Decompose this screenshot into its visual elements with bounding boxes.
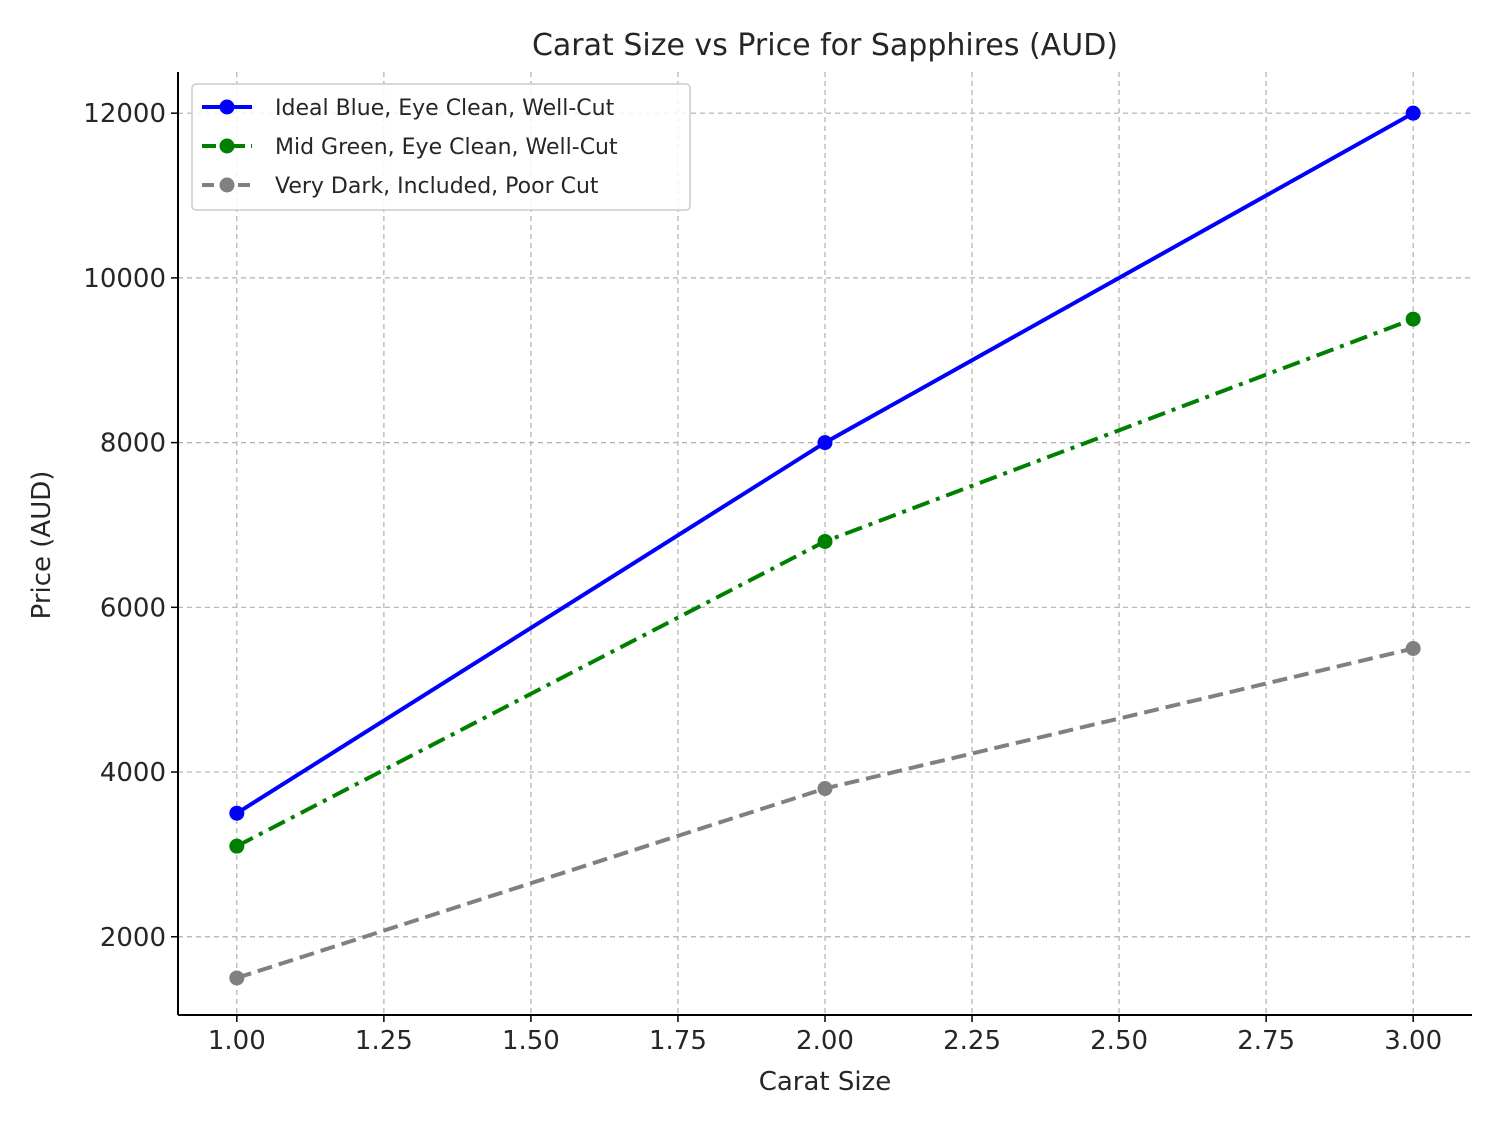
- data-point: [817, 781, 833, 797]
- y-tick-label: 12000: [83, 99, 166, 129]
- legend-label: Very Dark, Included, Poor Cut: [275, 174, 599, 199]
- data-point: [1405, 311, 1421, 327]
- grid-lines: [178, 72, 1472, 1015]
- data-point: [229, 805, 245, 821]
- legend: Ideal Blue, Eye Clean, Well-Cut Mid Green…: [191, 83, 691, 211]
- legend-swatch-marker: [219, 99, 235, 115]
- x-tick-label: 2.50: [1090, 1026, 1148, 1056]
- series-layer: [229, 105, 1421, 986]
- chart-title: Carat Size vs Price for Sapphires (AUD): [532, 28, 1118, 63]
- legend-item: Mid Green, Eye Clean, Well-Cut: [202, 135, 618, 160]
- y-tick-label: 6000: [100, 593, 166, 623]
- y-tick-label: 2000: [100, 923, 166, 953]
- series-2: [229, 311, 1421, 854]
- legend-item: Ideal Blue, Eye Clean, Well-Cut: [202, 96, 615, 121]
- x-tick-label: 1.75: [649, 1026, 707, 1056]
- y-tick-label: 4000: [100, 758, 166, 788]
- y-tick-label: 10000: [83, 264, 166, 294]
- x-axis-label: Carat Size: [759, 1067, 892, 1097]
- data-point: [229, 838, 245, 854]
- legend-label: Mid Green, Eye Clean, Well-Cut: [275, 135, 618, 160]
- x-tick-label: 1.50: [502, 1026, 560, 1056]
- x-tick-label: 2.25: [943, 1026, 1001, 1056]
- data-point: [1405, 641, 1421, 657]
- data-point: [229, 970, 245, 986]
- x-tick-label: 2.00: [796, 1026, 854, 1056]
- data-point: [817, 435, 833, 451]
- x-tick-label: 2.75: [1237, 1026, 1295, 1056]
- legend-label: Ideal Blue, Eye Clean, Well-Cut: [275, 96, 615, 121]
- y-tick-label: 8000: [100, 429, 166, 459]
- legend-swatch-marker: [219, 138, 235, 154]
- x-tick-label: 3.00: [1384, 1026, 1442, 1056]
- ticks: 1.00 1.25 1.50 1.75 2.00 2.25 2.50 2.75 3.00 2000…: [83, 99, 1442, 1056]
- legend-swatch-marker: [219, 177, 235, 193]
- x-tick-label: 1.00: [208, 1026, 266, 1056]
- legend-box: [191, 83, 691, 211]
- data-point: [817, 533, 833, 549]
- x-tick-label: 1.25: [355, 1026, 413, 1056]
- y-axis-label: Price (AUD): [27, 471, 57, 620]
- series-3: [229, 641, 1421, 986]
- series-1: [229, 105, 1421, 821]
- legend-item: Very Dark, Included, Poor Cut: [202, 174, 599, 199]
- data-point: [1405, 105, 1421, 121]
